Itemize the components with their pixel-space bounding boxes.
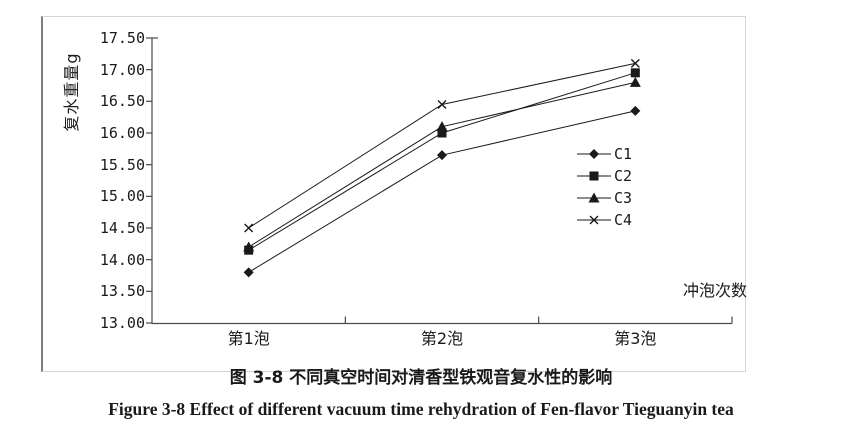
x-category-label: 第1泡 xyxy=(227,329,270,348)
y-tick-label: 14.50 xyxy=(99,219,145,237)
marker-triangle-icon xyxy=(436,121,448,132)
marker-x-cross-icon xyxy=(437,100,447,109)
legend-marker-swatch xyxy=(577,215,611,225)
legend-item-C1: C1 xyxy=(577,143,632,165)
y-tick-label: 15.50 xyxy=(99,155,145,174)
legend-label: C1 xyxy=(614,145,633,163)
caption-chinese: 图 3-8 不同真空时间对清香型铁观音复水性的影响 xyxy=(229,368,613,388)
legend-marker-swatch xyxy=(577,171,611,181)
marker-diamond-icon xyxy=(243,267,254,278)
legend-item-C2: C2 xyxy=(577,165,632,187)
marker-x-cross-icon xyxy=(244,223,254,233)
marker-square-icon xyxy=(630,68,640,78)
chart-frame: 复水重量g 冲泡次数 C1 C2 C3 C4 17.50 17.00 16.50 16.00… xyxy=(41,16,747,372)
marker-triangle-icon xyxy=(243,241,255,252)
y-tick-label: 16.50 xyxy=(99,92,145,111)
marker-diamond-icon xyxy=(437,150,447,161)
x-axis-title: 冲泡次数 xyxy=(682,281,747,300)
legend-item-C4: C4 xyxy=(577,209,632,231)
y-tick-label: 15.00 xyxy=(99,187,145,206)
legend-diamond-icon xyxy=(589,149,599,159)
y-tick-label: 14.00 xyxy=(99,250,145,269)
legend-label: C3 xyxy=(614,189,633,207)
legend: C1 C2 C3 C4 xyxy=(577,143,632,231)
legend-marker-swatch xyxy=(577,149,611,159)
marker-x-cross-icon xyxy=(630,58,640,68)
caption-english: Figure 3-8 Effect of different vacuum ti… xyxy=(108,399,734,419)
y-tick-label: 13.50 xyxy=(99,282,145,301)
x-category-label: 第2泡 xyxy=(420,329,464,348)
y-tick-label: 13.00 xyxy=(99,314,145,332)
legend-x-cross-icon xyxy=(589,215,599,225)
legend-triangle-icon xyxy=(588,192,600,203)
y-tick-label: 17.50 xyxy=(99,29,145,47)
legend-label: C4 xyxy=(614,211,633,229)
legend-marker-swatch xyxy=(577,192,611,203)
legend-square-icon xyxy=(589,171,599,181)
x-category-label: 第3泡 xyxy=(614,329,657,348)
plot-svg xyxy=(146,37,733,325)
y-tick-label: 16.00 xyxy=(99,124,145,142)
marker-triangle-icon xyxy=(629,76,641,87)
y-axis-title: 复水重量g xyxy=(62,52,81,132)
marker-square-icon xyxy=(437,128,447,138)
marker-diamond-icon xyxy=(630,105,641,116)
y-tick-label: 17.00 xyxy=(99,60,145,79)
legend-label: C2 xyxy=(614,167,633,185)
legend-item-C3: C3 xyxy=(577,187,632,209)
